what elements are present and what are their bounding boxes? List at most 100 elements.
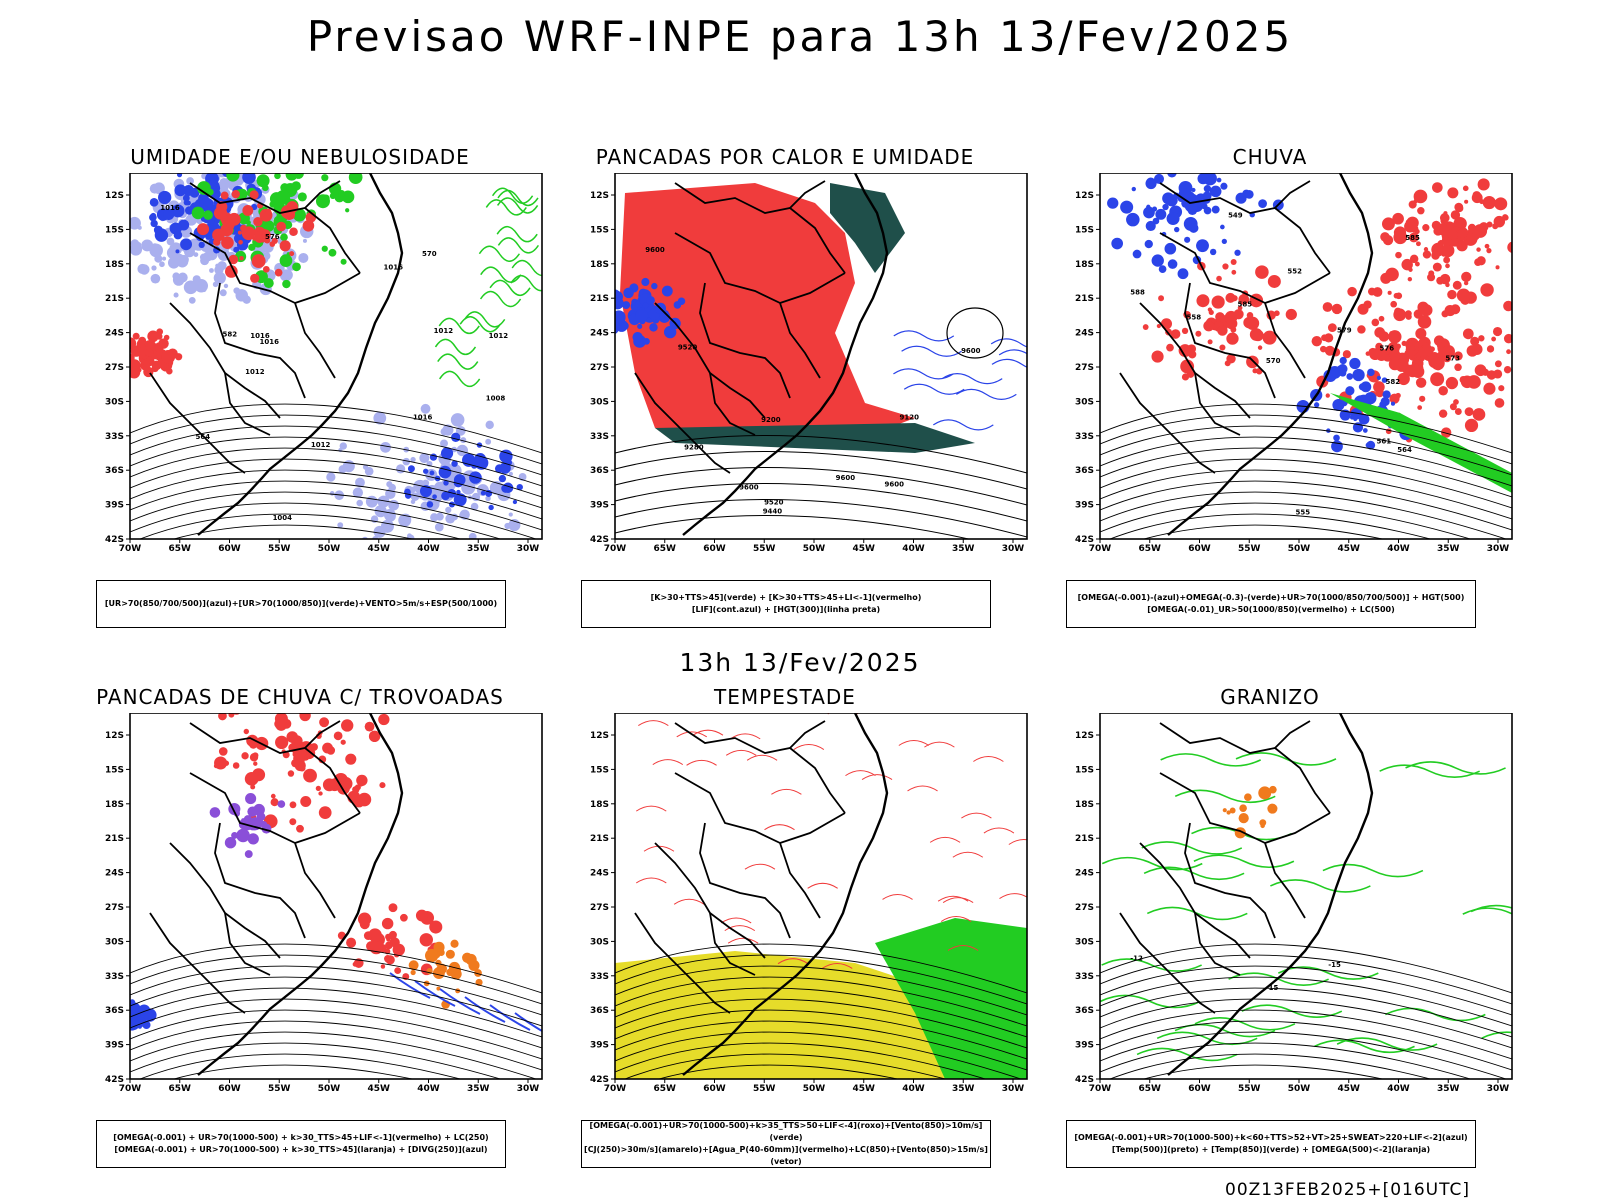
lat-tick-label: 15S (590, 225, 609, 235)
legend-line: [OMEGA(-0.001) + UR>70(1000-500) + k>30_… (113, 1133, 489, 1142)
lon-tick-label: 45W (368, 544, 391, 554)
panel-pancadas-calor: PANCADAS POR CALOR E UMIDADE 9600 9600 960… (580, 145, 1080, 615)
contour-label: 1012 (311, 441, 331, 449)
country-border (1194, 912, 1241, 976)
map-background (130, 173, 542, 539)
map-umidade: 1016 1012 1016 1016 1012 1012 1016 1016 1012 1008… (95, 173, 595, 588)
contour-label: 1016 (413, 414, 433, 422)
lat-tick-label: 15S (105, 225, 124, 235)
lat-tick-label: 39S (105, 501, 124, 511)
lat-tick-label: 12S (105, 191, 124, 201)
country-border (294, 812, 361, 844)
contour-label: 573 (1445, 354, 1460, 362)
country-border (1184, 282, 1276, 399)
map-background (130, 713, 542, 1079)
lon-tick-label: 35W (467, 1084, 490, 1094)
lon-tick-label: 30W (1487, 1084, 1510, 1094)
lon-tick-label: 40W (417, 1084, 440, 1094)
country-border (674, 772, 821, 919)
lat-tick-label: 33S (1075, 972, 1094, 982)
map-granizo: -12 -15 15 12S 15S 18S 21S 24S 27S 30S 33S 36S 39S 42… (1065, 713, 1565, 1128)
lat-tick-label: 36S (590, 1006, 609, 1016)
lat-tick-label: 12S (1075, 191, 1094, 201)
lat-tick-label: 42S (105, 1075, 124, 1085)
main-title: Previsao WRF-INPE para 13h 13/Fev/2025 (306, 12, 1294, 61)
lat-tick-label: 42S (105, 535, 124, 545)
lon-tick-label: 35W (1437, 1084, 1460, 1094)
lat-tick-label: 30S (590, 937, 609, 947)
contour-label: 582 (1386, 378, 1401, 386)
lon-tick-label: 45W (368, 1084, 391, 1094)
lon-tick-label: 55W (1238, 1084, 1261, 1094)
map-trovoadas: 12S 15S 18S 21S 24S 27S 30S 33S 36S 39S 42S 70W 65W 6… (95, 713, 595, 1128)
country-border (1159, 722, 1331, 814)
legend-umidade: [UR>70(850/700/500)](azul)+[UR>70(1000/8… (96, 580, 506, 628)
contour-label: 1012 (434, 327, 454, 335)
country-border (1274, 180, 1311, 209)
lat-tick-label: 21S (1075, 834, 1094, 844)
lon-tick-label: 35W (952, 1084, 975, 1094)
country-border (1159, 772, 1306, 919)
contour-label: 585 (1237, 301, 1252, 309)
lon-tick-label: 55W (1238, 544, 1261, 554)
lat-tick-label: 39S (590, 1041, 609, 1051)
country-border (674, 232, 821, 379)
lat-tick-label: 33S (105, 972, 124, 982)
panel-title: PANCADAS DE CHUVA C/ TROVOADAS (96, 685, 504, 709)
panel-umidade: UMIDADE E/OU NEBULOSIDADE 1016 1012 1016 10… (95, 145, 595, 615)
country-border (214, 282, 306, 399)
contour-label: 1004 (273, 514, 293, 522)
map-frame-border (614, 713, 1028, 1080)
contour-label: 564 (1397, 446, 1412, 454)
contour-label: 9600 (836, 474, 856, 482)
legend-pancadas-calor: [K>30+TTS>45](verde) + [K>30+TTS>45+LI<-… (581, 580, 991, 628)
contour-label: 1016 (384, 263, 404, 271)
lat-tick-label: 21S (590, 294, 609, 304)
contour-label: 570 (422, 250, 437, 258)
lat-tick-label: 24S (105, 329, 124, 339)
country-border (304, 720, 341, 749)
coastline (1167, 713, 1374, 1076)
lat-tick-label: 15S (105, 765, 124, 775)
coastline (682, 713, 889, 1076)
lat-tick-label: 30S (105, 397, 124, 407)
lon-tick-label: 35W (1437, 544, 1460, 554)
lat-tick-label: 39S (105, 1041, 124, 1051)
lat-tick-label: 36S (1075, 1006, 1094, 1016)
lat-tick-label: 12S (105, 731, 124, 741)
lon-tick-label: 50W (318, 1084, 341, 1094)
country-border (294, 272, 361, 304)
contour-label: -15 (1328, 961, 1341, 969)
coastline (682, 173, 889, 536)
lat-tick-label: 33S (590, 972, 609, 982)
contour-label: 549 (1228, 212, 1243, 220)
map-pancadas-calor: 9600 9600 9600 9600 9600 9520 9520 9440 9280 9200… (580, 173, 1080, 588)
map-frame-border (129, 713, 543, 1080)
coastline (197, 713, 404, 1076)
country-border (224, 912, 271, 976)
map-tempestade: 12S 15S 18S 21S 24S 27S 30S 33S 36S 39S 42S 70W 65W 6… (580, 713, 1080, 1128)
lat-tick-label: 27S (1075, 363, 1094, 373)
lon-tick-label: 65W (1139, 1084, 1162, 1094)
country-border (224, 372, 271, 436)
panel-title: GRANIZO (1220, 685, 1320, 709)
lat-tick-label: 24S (105, 869, 124, 879)
map-frame-border (614, 173, 1028, 540)
contour-label: 9600 (739, 484, 759, 492)
panel-title: UMIDADE E/OU NEBULOSIDADE (130, 145, 470, 169)
lat-tick-label: 18S (1075, 260, 1094, 270)
lat-tick-label: 24S (1075, 869, 1094, 879)
lat-tick-label: 18S (590, 260, 609, 270)
lat-tick-label: 15S (1075, 225, 1094, 235)
lon-tick-label: 45W (853, 544, 876, 554)
lat-tick-label: 12S (1075, 731, 1094, 741)
lat-tick-label: 42S (1075, 535, 1094, 545)
lon-tick-label: 70W (604, 544, 627, 554)
contour-label: 9600 (885, 481, 905, 489)
legend-line: [K>30+TTS>45](verde) + [K>30+TTS>45+LI<-… (650, 593, 922, 602)
lon-tick-label: 65W (169, 1084, 192, 1094)
contour-label: 1016 (160, 204, 180, 212)
lon-tick-label: 65W (654, 1084, 677, 1094)
lat-tick-label: 33S (1075, 432, 1094, 442)
contour-label: 558 (1186, 313, 1201, 321)
